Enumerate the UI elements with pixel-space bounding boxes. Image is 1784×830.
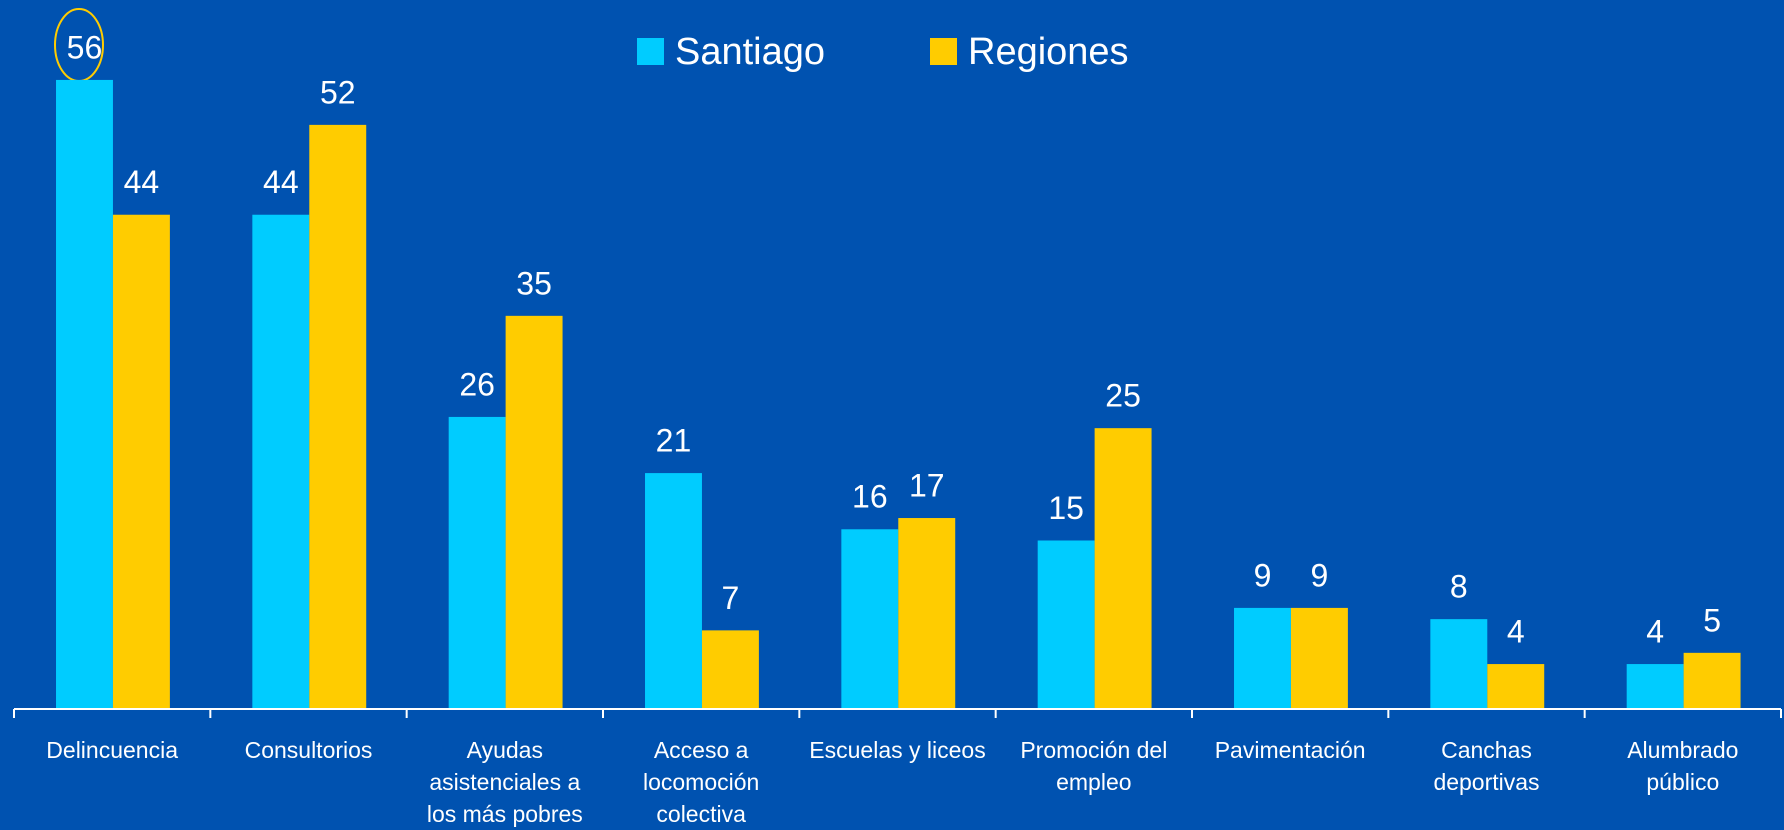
- x-tick-label: Pavimentación: [1214, 737, 1366, 763]
- data-label: 17: [909, 467, 945, 503]
- data-label: 4: [1507, 614, 1525, 650]
- bar: [841, 529, 899, 709]
- bar: [505, 315, 563, 709]
- legend-label: Regiones: [968, 31, 1129, 73]
- data-label: 56: [67, 29, 103, 65]
- legend-label: Santiago: [675, 31, 825, 73]
- x-tick-label: Ayudas asistenciales a los más pobres: [426, 737, 583, 827]
- bar: [1290, 607, 1348, 709]
- bar: [1683, 652, 1741, 709]
- x-tick-label: Alumbrado público: [1627, 737, 1739, 795]
- data-label: 7: [722, 580, 740, 616]
- bar: [309, 124, 367, 709]
- bar: [645, 473, 702, 709]
- data-label: 44: [124, 164, 160, 200]
- bar: [1094, 428, 1152, 709]
- data-label: 15: [1048, 490, 1084, 526]
- legend-swatch: [637, 38, 664, 65]
- bar: [252, 214, 310, 709]
- bar: [1234, 607, 1291, 709]
- x-tick-label: Promoción del empleo: [1020, 737, 1168, 795]
- bar: [112, 214, 170, 709]
- bar: [448, 416, 506, 709]
- bar: [1037, 540, 1095, 709]
- data-label: 5: [1703, 602, 1721, 638]
- bar: [1487, 664, 1545, 709]
- x-tick-label: Acceso a locomoción colectiva: [642, 737, 760, 827]
- bar: [701, 630, 759, 709]
- legend-swatch: [930, 38, 957, 65]
- data-label: 9: [1311, 557, 1329, 593]
- data-label: 52: [320, 74, 356, 110]
- data-label: 8: [1450, 569, 1468, 605]
- x-tick-label: Delincuencia: [46, 737, 178, 763]
- bar: [1626, 664, 1684, 709]
- data-label: 9: [1254, 557, 1272, 593]
- x-tick-label: Escuelas y liceos: [809, 737, 986, 763]
- x-tick-label: Canchas deportivas: [1433, 737, 1540, 795]
- bar: [56, 79, 113, 709]
- data-label: 26: [459, 366, 495, 402]
- bar: [898, 518, 956, 709]
- data-label: 25: [1105, 378, 1141, 414]
- data-label: 4: [1646, 614, 1664, 650]
- data-label: 16: [852, 479, 888, 515]
- x-tick-label: Consultorios: [244, 737, 373, 763]
- data-label: 21: [656, 423, 692, 459]
- bar: [1430, 619, 1488, 709]
- data-label: 35: [516, 265, 552, 301]
- data-label: 44: [263, 164, 299, 200]
